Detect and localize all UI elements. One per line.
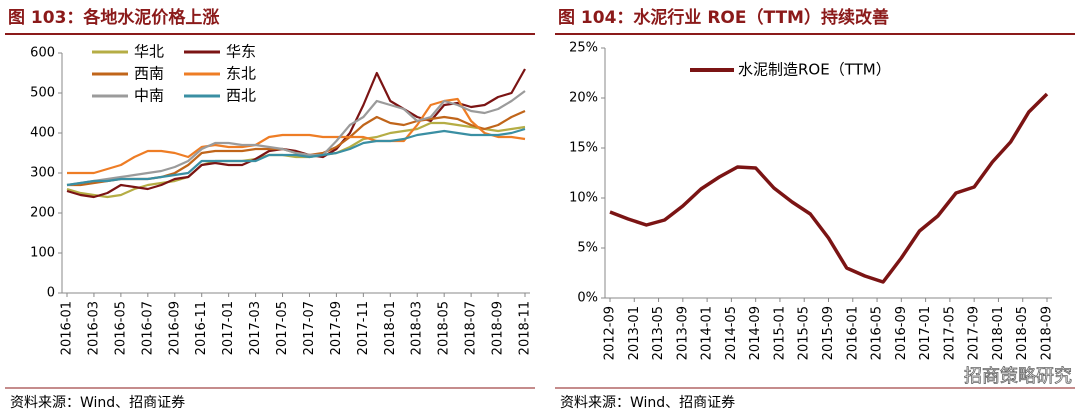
legend-label: 西南 bbox=[134, 65, 164, 83]
y-tick-label: 100 bbox=[30, 246, 55, 261]
x-tick-label: 2017-01 bbox=[918, 306, 933, 360]
x-tick-label: 2015-01 bbox=[772, 306, 787, 360]
y-tick-label: 5% bbox=[577, 241, 598, 256]
y-tick-label: 200 bbox=[30, 206, 55, 221]
series-line bbox=[66, 68, 526, 199]
x-tick-label: 2013-01 bbox=[627, 306, 642, 360]
x-tick-label: 2018-01 bbox=[383, 301, 398, 355]
x-tick-label: 2015-05 bbox=[797, 306, 812, 360]
chart-title: 图 103：各地水泥价格上涨 bbox=[8, 7, 219, 28]
series-line bbox=[66, 121, 526, 199]
x-tick-label: 2018-01 bbox=[991, 306, 1006, 360]
x-tick-label: 2016-03 bbox=[86, 301, 101, 355]
x-tick-label: 2014-01 bbox=[700, 306, 715, 360]
y-tick-label: 400 bbox=[30, 126, 55, 141]
legend-label: 华东 bbox=[226, 43, 256, 61]
series-line bbox=[66, 127, 526, 187]
x-tick-label: 2016-05 bbox=[113, 301, 128, 355]
y-tick-label: 20% bbox=[569, 91, 598, 106]
x-tick-label: 2018-05 bbox=[1015, 306, 1030, 360]
x-tick-label: 2018-09 bbox=[491, 301, 506, 355]
x-tick-label: 2016-09 bbox=[894, 306, 909, 360]
x-tick-label: 2017-05 bbox=[942, 306, 957, 360]
watermark: 招商策略研究 bbox=[964, 366, 1072, 387]
source-note: 资料来源：Wind、招商证券 bbox=[560, 395, 735, 411]
x-tick-label: 2016-07 bbox=[140, 301, 155, 355]
x-tick-label: 2018-07 bbox=[464, 301, 479, 355]
series-line bbox=[67, 97, 526, 175]
series-line bbox=[66, 90, 526, 187]
x-tick-label: 2017-03 bbox=[248, 301, 263, 355]
x-tick-label: 2016-11 bbox=[194, 301, 209, 355]
x-tick-label: 2016-09 bbox=[167, 301, 182, 355]
x-tick-label: 2015-09 bbox=[821, 306, 836, 360]
x-tick-label: 2017-01 bbox=[221, 301, 236, 355]
x-tick-label: 2018-05 bbox=[437, 301, 452, 355]
y-tick-label: 500 bbox=[30, 86, 55, 101]
y-tick-label: 600 bbox=[30, 46, 55, 61]
x-tick-label: 2016-01 bbox=[845, 306, 860, 360]
x-tick-label: 2017-09 bbox=[967, 306, 982, 360]
x-tick-label: 2018-11 bbox=[518, 301, 533, 355]
y-tick-label: 0% bbox=[577, 291, 598, 306]
x-tick-label: 2018-09 bbox=[1040, 306, 1055, 360]
legend-label: 中南 bbox=[134, 87, 164, 105]
legend-label: 西北 bbox=[226, 87, 256, 105]
y-tick-label: 300 bbox=[30, 166, 55, 181]
x-tick-label: 2014-05 bbox=[724, 306, 739, 360]
x-tick-label: 2014-09 bbox=[748, 306, 763, 360]
x-tick-label: 2017-05 bbox=[275, 301, 290, 355]
chart-title: 图 104：水泥行业 ROE（TTM）持续改善 bbox=[558, 7, 889, 28]
legend-label: 华北 bbox=[134, 43, 164, 61]
x-tick-label: 2018-03 bbox=[410, 301, 425, 355]
legend-label: 水泥制造ROE（TTM） bbox=[738, 61, 891, 79]
x-tick-label: 2017-07 bbox=[302, 301, 317, 355]
source-note: 资料来源：Wind、招商证券 bbox=[10, 395, 185, 411]
y-tick-label: 0 bbox=[47, 286, 55, 301]
x-tick-label: 2017-09 bbox=[329, 301, 344, 355]
series-line bbox=[609, 92, 1049, 284]
y-tick-label: 25% bbox=[569, 41, 598, 56]
y-tick-label: 15% bbox=[569, 141, 598, 156]
x-tick-label: 2016-01 bbox=[60, 301, 75, 355]
x-tick-label: 2013-09 bbox=[675, 306, 690, 360]
y-tick-label: 10% bbox=[569, 191, 598, 206]
x-tick-label: 2013-05 bbox=[651, 306, 666, 360]
x-tick-label: 2016-05 bbox=[870, 306, 885, 360]
x-tick-label: 2017-11 bbox=[356, 301, 371, 355]
x-tick-label: 2012-09 bbox=[603, 306, 618, 360]
legend-label: 东北 bbox=[226, 65, 256, 83]
